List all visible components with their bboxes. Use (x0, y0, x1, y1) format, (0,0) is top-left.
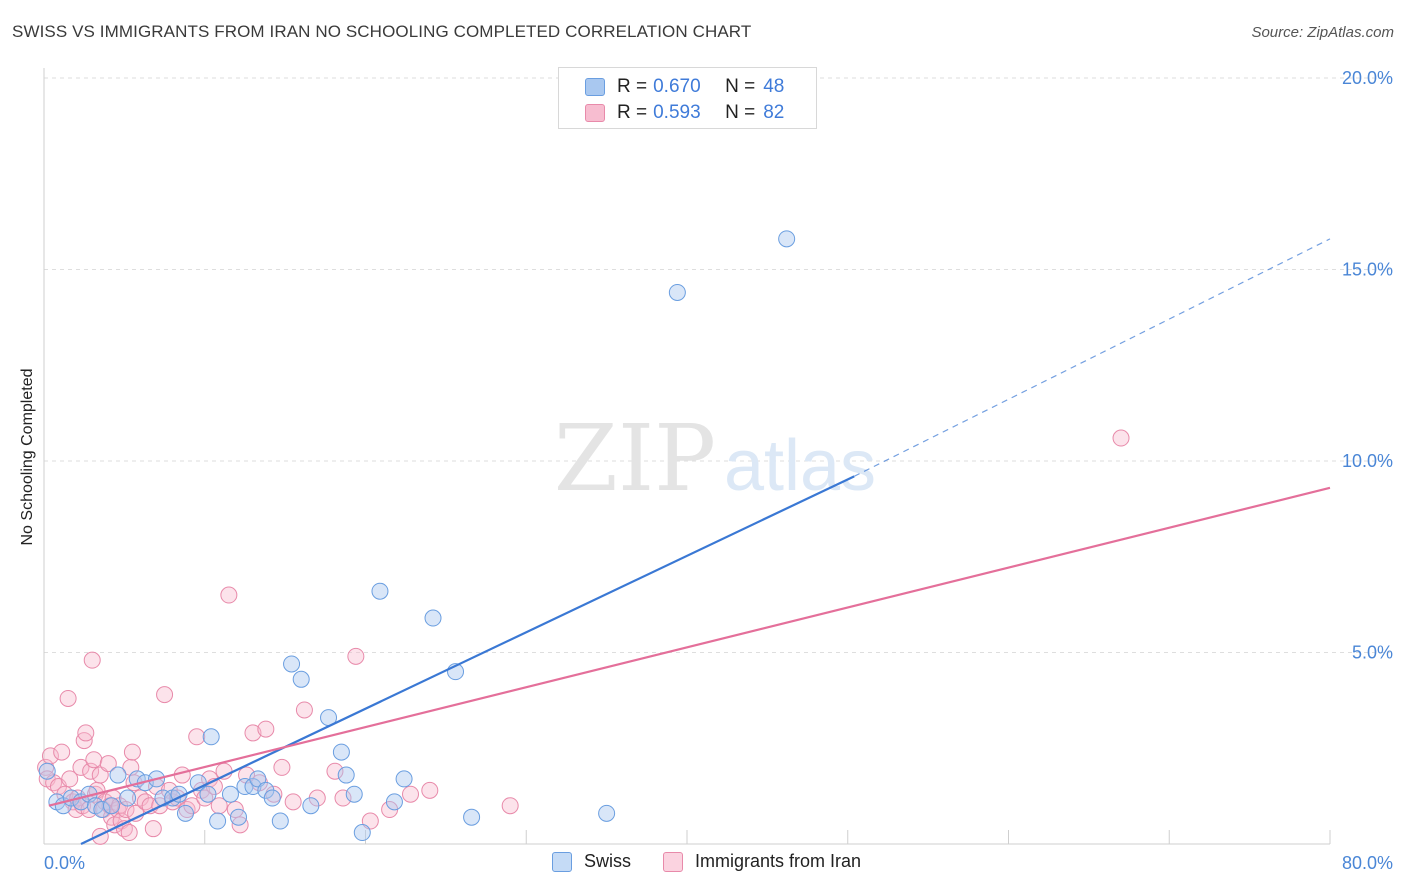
swiss-point (249, 770, 267, 788)
n-label: N = (725, 76, 756, 97)
iran-point (156, 686, 174, 704)
iran-point (361, 812, 379, 830)
swiss-point (424, 609, 442, 627)
legend-item-iran[interactable]: Immigrants from Iran (663, 851, 861, 872)
iran-point (77, 724, 95, 742)
swiss-point (109, 766, 127, 784)
swiss-point (463, 808, 481, 826)
y-tick-label: 5.0% (1352, 643, 1393, 663)
iran-point (284, 793, 302, 811)
swiss-point (332, 743, 350, 761)
iran-point (421, 781, 439, 799)
swiss-point (337, 766, 355, 784)
iran-point (273, 758, 291, 776)
swiss-point (38, 762, 56, 780)
swiss-point (119, 789, 137, 807)
swiss-point (202, 728, 220, 746)
y-tick-label: 20.0% (1342, 68, 1393, 88)
iran-point (1112, 429, 1130, 447)
iran-point (188, 728, 206, 746)
iran-point (257, 720, 275, 738)
iran-point (220, 586, 238, 604)
swiss-point (302, 797, 320, 815)
r-value: 0.670 (653, 76, 701, 97)
iran-point (295, 701, 313, 719)
iran-point (210, 797, 228, 815)
iran-trend-line (48, 486, 1331, 807)
swiss-point (176, 804, 194, 822)
n-value: 82 (763, 102, 785, 123)
y-tick-label: 10.0% (1342, 451, 1393, 471)
swiss-point (292, 670, 310, 688)
iran-point (91, 766, 109, 784)
iran-point (244, 724, 262, 742)
swiss-point (371, 582, 389, 600)
swiss-point (271, 812, 289, 830)
swiss-point (199, 785, 217, 803)
swiss-point (263, 789, 281, 807)
r-label: R = (617, 76, 648, 97)
iran-point (85, 751, 103, 769)
swiss-point (93, 801, 111, 819)
watermark-atlas: atlas (724, 426, 876, 506)
swiss-swatch (552, 851, 572, 872)
legend-item-swiss[interactable]: Swiss (552, 851, 631, 872)
swiss-point (230, 808, 248, 826)
swiss-point (283, 655, 301, 673)
swiss-point (598, 804, 616, 822)
iran-point (144, 820, 162, 838)
iran-point (59, 689, 77, 707)
trend-layer (48, 238, 1331, 845)
swiss-point (103, 797, 121, 815)
correlation-legend: R = 0.670 N = 48 R = 0.593 N = 82 (558, 67, 817, 129)
legend-label: Immigrants from Iran (695, 851, 862, 871)
x-tick-label: 80.0% (1342, 853, 1393, 873)
points-layer (37, 230, 1130, 845)
iran-point (501, 797, 519, 815)
iran-swatch (663, 851, 684, 872)
swiss-point (221, 785, 239, 803)
watermark-zip: ZIP (554, 405, 716, 512)
swiss-swatch (585, 78, 605, 96)
iran-point (326, 762, 344, 780)
series-legend: Swiss Immigrants from Iran (552, 851, 893, 872)
grid-layer (43, 68, 1390, 845)
y-tick-label: 15.0% (1342, 260, 1393, 280)
iran-point (53, 743, 71, 761)
tick-layer: 5.0% 10.0% 15.0% 20.0% 0.0% 80.0% (44, 68, 1393, 873)
r-label: R = (617, 102, 648, 123)
n-label: N = (725, 102, 756, 123)
swiss-point (353, 824, 371, 842)
swiss-point (395, 770, 413, 788)
iran-point (334, 789, 352, 807)
swiss-trend-extension (853, 238, 1331, 477)
swiss-point (385, 793, 403, 811)
source-label: Source: ZipAtlas.com (1251, 24, 1394, 41)
iran-point (123, 743, 141, 761)
iran-point (402, 785, 420, 803)
legend-label: Swiss (584, 851, 632, 871)
swiss-point (209, 812, 227, 830)
iran-point (72, 758, 90, 776)
iran-point (120, 824, 138, 842)
swiss-point (668, 283, 686, 301)
iran-point (61, 770, 79, 788)
iran-point (99, 755, 117, 773)
swiss-point (345, 785, 363, 803)
legend-row-iran: R = 0.593 N = 82 (585, 100, 784, 126)
iran-point (347, 647, 365, 665)
r-value: 0.593 (653, 102, 701, 123)
n-value: 48 (763, 76, 785, 97)
swiss-point (778, 230, 796, 248)
legend-row-swiss: R = 0.670 N = 48 (585, 74, 784, 100)
iran-swatch (585, 104, 605, 122)
iran-point (83, 651, 101, 669)
chart-title: SWISS VS IMMIGRANTS FROM IRAN NO SCHOOLI… (12, 22, 752, 41)
swiss-trend-line (80, 475, 855, 845)
x-tick-label: 0.0% (44, 853, 85, 873)
